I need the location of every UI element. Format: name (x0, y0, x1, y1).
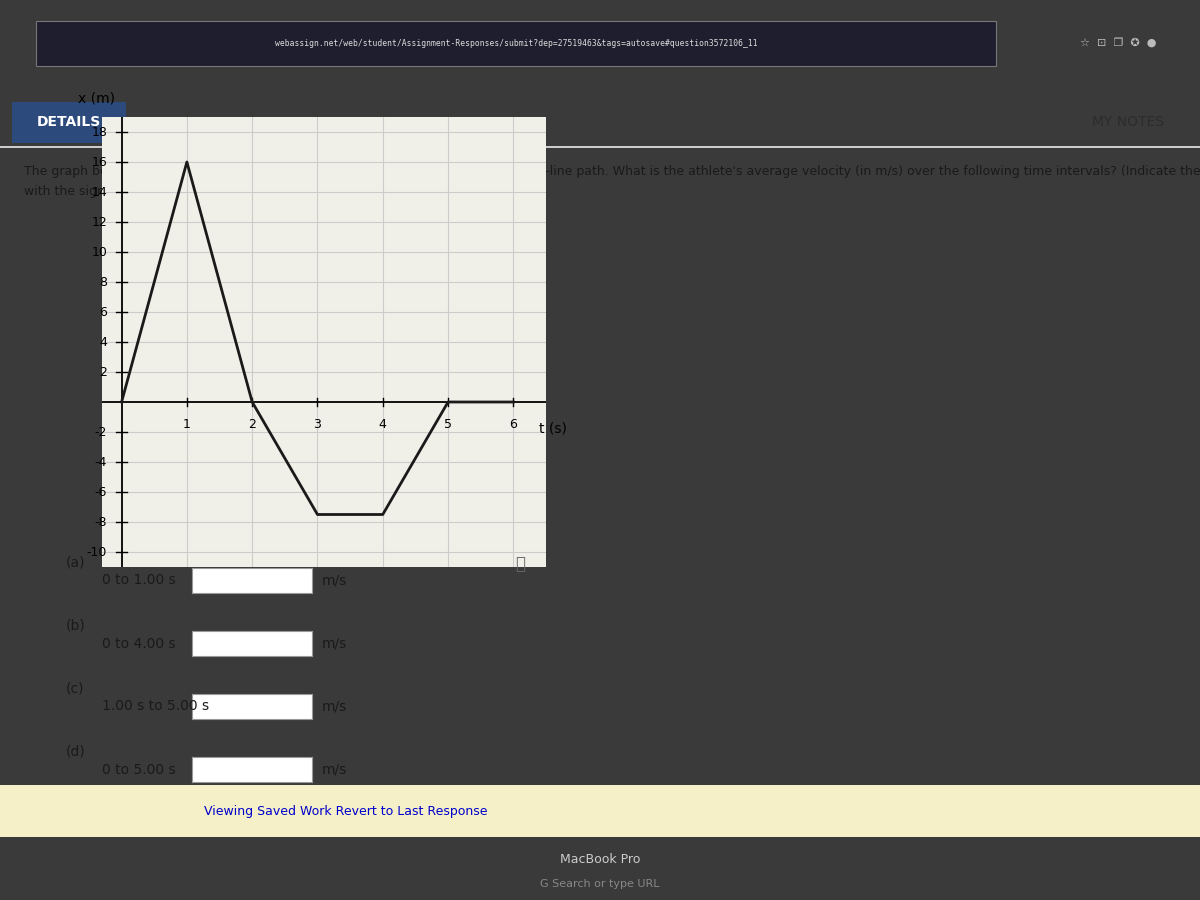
Text: (c): (c) (66, 681, 84, 696)
Text: 14: 14 (91, 185, 107, 199)
Text: 18: 18 (91, 125, 107, 139)
Text: MY NOTES: MY NOTES (1092, 115, 1164, 129)
Text: -6: -6 (95, 485, 107, 499)
Text: 10: 10 (91, 246, 107, 258)
Text: 4: 4 (379, 418, 386, 431)
Text: Viewing Saved Work Revert to Last Response: Viewing Saved Work Revert to Last Respon… (204, 805, 487, 817)
Text: The graph below shows position versus time for an athlete moving along a straigh: The graph below shows position versus ti… (24, 165, 1200, 178)
Text: DETAILS: DETAILS (36, 115, 101, 129)
Bar (12, 102, 126, 143)
Text: webassign.net/web/student/Assignment-Responses/submit?dep=27519463&tags=autosave: webassign.net/web/student/Assignment-Res… (275, 39, 757, 48)
Text: MacBook Pro: MacBook Pro (560, 852, 640, 866)
Text: -2: -2 (95, 426, 107, 438)
Text: 3: 3 (313, 418, 322, 431)
Text: 6: 6 (510, 418, 517, 431)
Text: 0 to 4.00 s: 0 to 4.00 s (102, 636, 175, 651)
Text: 2: 2 (248, 418, 256, 431)
Text: 1: 1 (182, 418, 191, 431)
Text: 16: 16 (91, 156, 107, 168)
Text: (d): (d) (66, 744, 85, 759)
Text: with the signs of your answers.): with the signs of your answers.) (24, 185, 224, 198)
Text: -8: -8 (95, 516, 107, 528)
Text: t (s): t (s) (539, 421, 566, 436)
Bar (0, 147, 1200, 148)
Text: -10: -10 (86, 545, 107, 559)
Text: 2: 2 (100, 365, 107, 379)
Text: -4: -4 (95, 455, 107, 469)
Text: 8: 8 (100, 275, 107, 289)
Text: ☆  ⊡  ❐  ✪  ●: ☆ ⊡ ❐ ✪ ● (1080, 38, 1157, 48)
Text: 5: 5 (444, 418, 452, 431)
Bar (36, 21, 996, 67)
Text: m/s: m/s (322, 573, 347, 588)
Text: ⓘ: ⓘ (515, 555, 524, 573)
Text: 0 to 1.00 s: 0 to 1.00 s (102, 573, 175, 588)
Text: m/s: m/s (322, 636, 347, 651)
Text: x (m): x (m) (78, 91, 115, 105)
Text: 6: 6 (100, 305, 107, 319)
Text: 12: 12 (91, 215, 107, 229)
Text: G Search or type URL: G Search or type URL (540, 879, 660, 889)
Text: 1.00 s to 5.00 s: 1.00 s to 5.00 s (102, 699, 209, 714)
Bar (0, 785, 1200, 837)
Text: m/s: m/s (322, 699, 347, 714)
Text: 0 to 5.00 s: 0 to 5.00 s (102, 762, 175, 777)
Text: 4: 4 (100, 336, 107, 348)
Text: m/s: m/s (322, 762, 347, 777)
Text: (a): (a) (66, 555, 85, 570)
Text: (b): (b) (66, 618, 85, 633)
